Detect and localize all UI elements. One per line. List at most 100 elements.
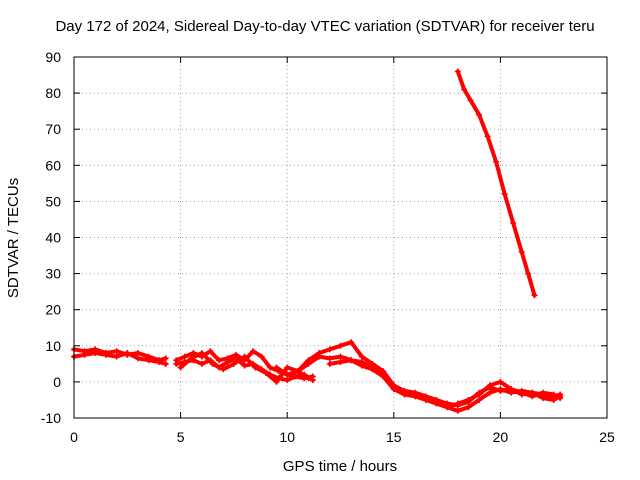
data-point: [292, 373, 299, 380]
series-track-i: [454, 68, 538, 299]
data-point: [309, 377, 316, 384]
data-point: [497, 387, 504, 394]
data-point: [162, 355, 169, 362]
data-point: [484, 133, 491, 140]
data-point: [162, 360, 169, 367]
data-point: [305, 375, 312, 382]
x-tick-label: 20: [493, 429, 509, 445]
data-point: [348, 357, 355, 364]
y-tick-label: 60: [45, 157, 61, 173]
data-point: [326, 360, 333, 367]
data-point: [454, 400, 461, 407]
x-tick-label: 10: [279, 429, 295, 445]
series-track-b: [71, 350, 169, 367]
y-tick-label: 50: [45, 193, 61, 209]
data-point: [81, 351, 88, 358]
series-line: [274, 354, 563, 413]
data-point: [493, 158, 500, 165]
data-point: [241, 353, 248, 360]
grid-lines: [74, 57, 607, 418]
y-tick-label: 10: [45, 338, 61, 354]
data-point: [181, 353, 188, 360]
series-track-f: [273, 353, 564, 414]
series-line: [327, 358, 563, 410]
data-point: [134, 350, 141, 357]
axis-ticks: 0 5 10 15 20 25 -10 0 10 20 30 40 50 60 70 80 90: [41, 49, 615, 445]
data-point: [337, 342, 344, 349]
data-point: [284, 371, 291, 378]
data-point: [454, 407, 461, 414]
data-point: [267, 364, 274, 371]
y-tick-label: 80: [45, 85, 61, 101]
data-point: [412, 393, 419, 400]
data-point: [444, 404, 451, 411]
data-point: [401, 391, 408, 398]
x-tick-label: 0: [70, 429, 78, 445]
data-point: [252, 364, 259, 371]
data-point: [508, 386, 515, 393]
series-track-e: [177, 350, 312, 385]
data-point: [113, 353, 120, 360]
data-point: [358, 362, 365, 369]
data-point: [337, 359, 344, 366]
data-point: [550, 391, 557, 398]
data-point: [284, 377, 291, 384]
data-point: [557, 393, 564, 400]
y-axis-label: SDTVAR / TECUs: [5, 178, 22, 298]
data-point: [316, 350, 323, 357]
data-point: [134, 355, 141, 362]
data-point: [422, 396, 429, 403]
data-point: [476, 111, 483, 118]
x-tick-label: 25: [599, 429, 615, 445]
series-line: [72, 351, 168, 366]
data-point: [486, 389, 493, 396]
data-point: [209, 360, 216, 367]
data-point: [497, 378, 504, 385]
y-tick-label: 20: [45, 302, 61, 318]
data-point: [326, 355, 333, 362]
data-point: [476, 396, 483, 403]
data-point: [369, 366, 376, 373]
data-point: [476, 391, 483, 398]
y-tick-label: 70: [45, 121, 61, 137]
x-tick-label: 15: [386, 429, 402, 445]
y-tick-label: 90: [45, 49, 61, 65]
data-point: [262, 369, 269, 376]
data-point: [348, 339, 355, 346]
data-point: [190, 350, 197, 357]
data-point: [529, 389, 536, 396]
data-point: [518, 391, 525, 398]
data-point: [273, 378, 280, 385]
data-point: [531, 292, 538, 299]
y-tick-label: 40: [45, 230, 61, 246]
data-point: [173, 360, 180, 367]
chart-title: Day 172 of 2024, Sidereal Day-to-day VTE…: [55, 18, 594, 35]
data-point: [467, 97, 474, 104]
data-point: [177, 364, 184, 371]
data-point: [380, 373, 387, 380]
series-line: [455, 69, 537, 298]
data-point: [518, 248, 525, 255]
data-point: [113, 348, 120, 355]
series-track-h: [326, 357, 564, 411]
y-tick-label: 0: [53, 374, 61, 390]
data-point: [102, 351, 109, 358]
data-point: [224, 359, 231, 366]
data-point: [369, 360, 376, 367]
x-axis-label: GPS time / hours: [283, 458, 397, 475]
data-point: [198, 350, 205, 357]
data-point: [337, 353, 344, 360]
data-point: [433, 400, 440, 407]
data-series: [71, 68, 564, 414]
data-point: [124, 350, 131, 357]
data-point: [241, 362, 248, 369]
data-point: [510, 220, 517, 227]
data-point: [305, 357, 312, 364]
data-point: [501, 191, 508, 198]
data-point: [465, 396, 472, 403]
data-point: [207, 348, 214, 355]
series-track-g: [294, 339, 564, 409]
data-point: [145, 357, 152, 364]
data-point: [230, 360, 237, 367]
